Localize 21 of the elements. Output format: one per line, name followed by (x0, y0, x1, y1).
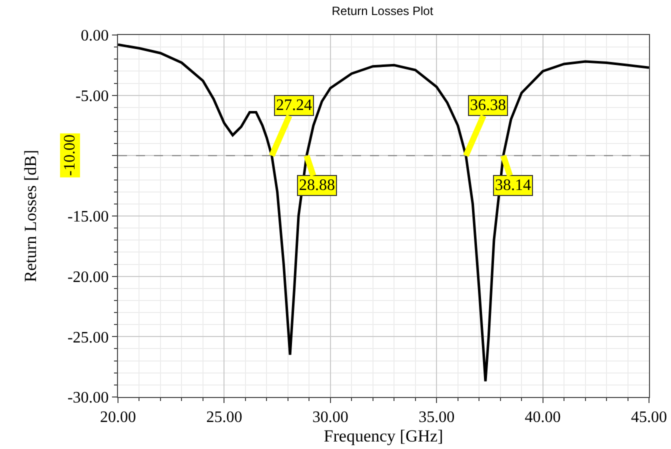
y-tick-label: -15.00 (67, 208, 109, 226)
y-tick-label: 0.00 (80, 28, 109, 45)
y-axis-title: Return Losses [dB] (21, 150, 40, 282)
x-tick-label: 45.00 (631, 409, 667, 426)
x-axis-title: Frequency [GHz] (324, 426, 444, 446)
y-tick-label: -30.00 (67, 390, 109, 407)
y-tick-label: -25.00 (67, 329, 109, 346)
annotation: 27.24 (276, 97, 312, 114)
y-tick-label: -20.00 (67, 268, 109, 286)
line-series (118, 43, 649, 383)
x-tick-label: 40.00 (524, 409, 561, 426)
x-tick-label: 20.00 (100, 409, 136, 426)
x-tick-label: 25.00 (206, 409, 242, 426)
annotation: 38.14 (495, 177, 531, 194)
x-tick-label: 30.00 (312, 409, 348, 426)
x-tick-label: 35.00 (418, 409, 455, 426)
y-tick-label: -5.00 (75, 88, 109, 105)
chart-title: Return Losses Plot (332, 4, 434, 18)
annotation: 36.38 (470, 97, 506, 114)
ref-line-label: -10.00 (62, 134, 79, 176)
annotation: 28.88 (299, 177, 335, 194)
